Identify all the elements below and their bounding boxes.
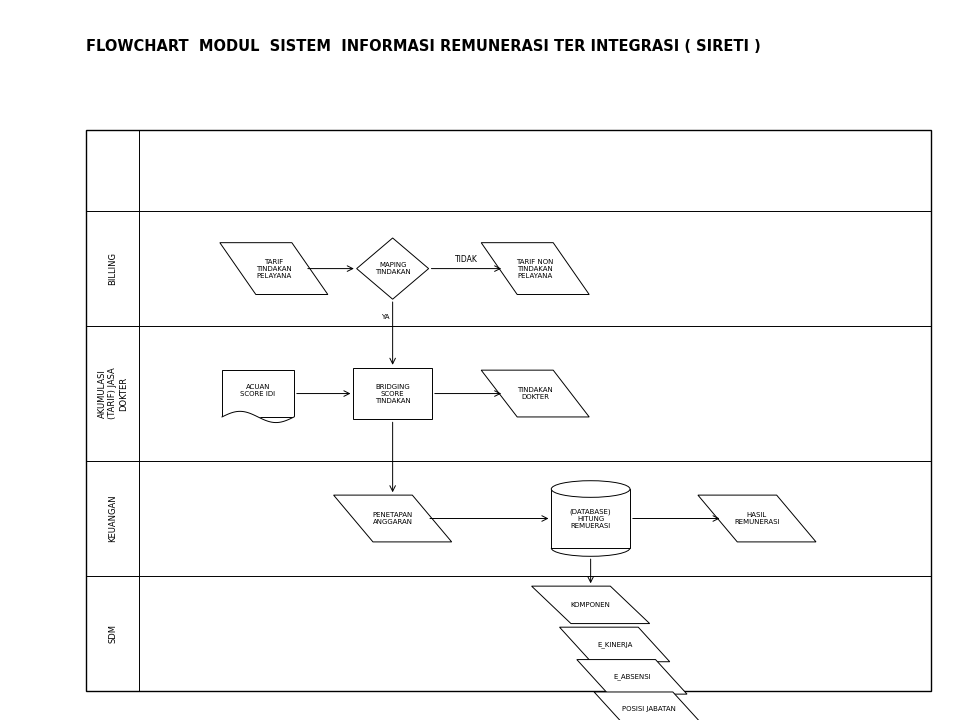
- Text: PENETAPAN
ANGGARAN: PENETAPAN ANGGARAN: [372, 512, 413, 525]
- Bar: [222, 370, 294, 417]
- Polygon shape: [357, 238, 428, 300]
- Text: ACUAN
SCORE IDI: ACUAN SCORE IDI: [240, 384, 276, 397]
- Polygon shape: [481, 370, 589, 417]
- Text: POSISI JABATAN: POSISI JABATAN: [622, 706, 676, 712]
- Polygon shape: [594, 692, 705, 720]
- Text: HASIL
REMUNERASI: HASIL REMUNERASI: [734, 512, 780, 525]
- Text: E_ABSENSI: E_ABSENSI: [613, 673, 651, 680]
- Bar: [551, 489, 630, 548]
- Text: E_KINERJA: E_KINERJA: [597, 641, 633, 648]
- Text: KOMPONEN: KOMPONEN: [570, 602, 611, 608]
- Text: KEUANGAN: KEUANGAN: [108, 495, 117, 542]
- Text: TARIF NON
TINDAKAN
PELAYANA: TARIF NON TINDAKAN PELAYANA: [516, 258, 554, 279]
- Bar: [353, 368, 432, 420]
- Text: AKUMULASI
(TARIF) JASA
DOKTER: AKUMULASI (TARIF) JASA DOKTER: [98, 368, 128, 420]
- Polygon shape: [334, 495, 451, 542]
- Text: SDM: SDM: [108, 624, 117, 643]
- Text: TINDAKAN
DOKTER: TINDAKAN DOKTER: [517, 387, 553, 400]
- Text: (DATABASE)
HITUNG
REMUERASI: (DATABASE) HITUNG REMUERASI: [570, 508, 612, 528]
- Text: TIDAK: TIDAK: [455, 256, 478, 264]
- Polygon shape: [560, 627, 670, 662]
- Text: MAPING
TINDAKAN: MAPING TINDAKAN: [374, 262, 411, 275]
- Text: BRIDGING
SCORE
TINDAKAN: BRIDGING SCORE TINDAKAN: [374, 384, 411, 403]
- FancyBboxPatch shape: [86, 130, 931, 691]
- Polygon shape: [532, 586, 650, 624]
- Polygon shape: [481, 243, 589, 294]
- Text: FLOWCHART  MODUL  SISTEM  INFORMASI REMUNERASI TER INTEGRASI ( SIRETI ): FLOWCHART MODUL SISTEM INFORMASI REMUNER…: [86, 40, 761, 54]
- Polygon shape: [698, 495, 816, 542]
- Polygon shape: [577, 660, 687, 694]
- Polygon shape: [220, 243, 327, 294]
- Ellipse shape: [551, 481, 630, 498]
- Text: BILLING: BILLING: [108, 252, 117, 285]
- Text: TARIF
TINDAKAN
PELAYANA: TARIF TINDAKAN PELAYANA: [256, 258, 292, 279]
- Text: YA: YA: [381, 315, 389, 320]
